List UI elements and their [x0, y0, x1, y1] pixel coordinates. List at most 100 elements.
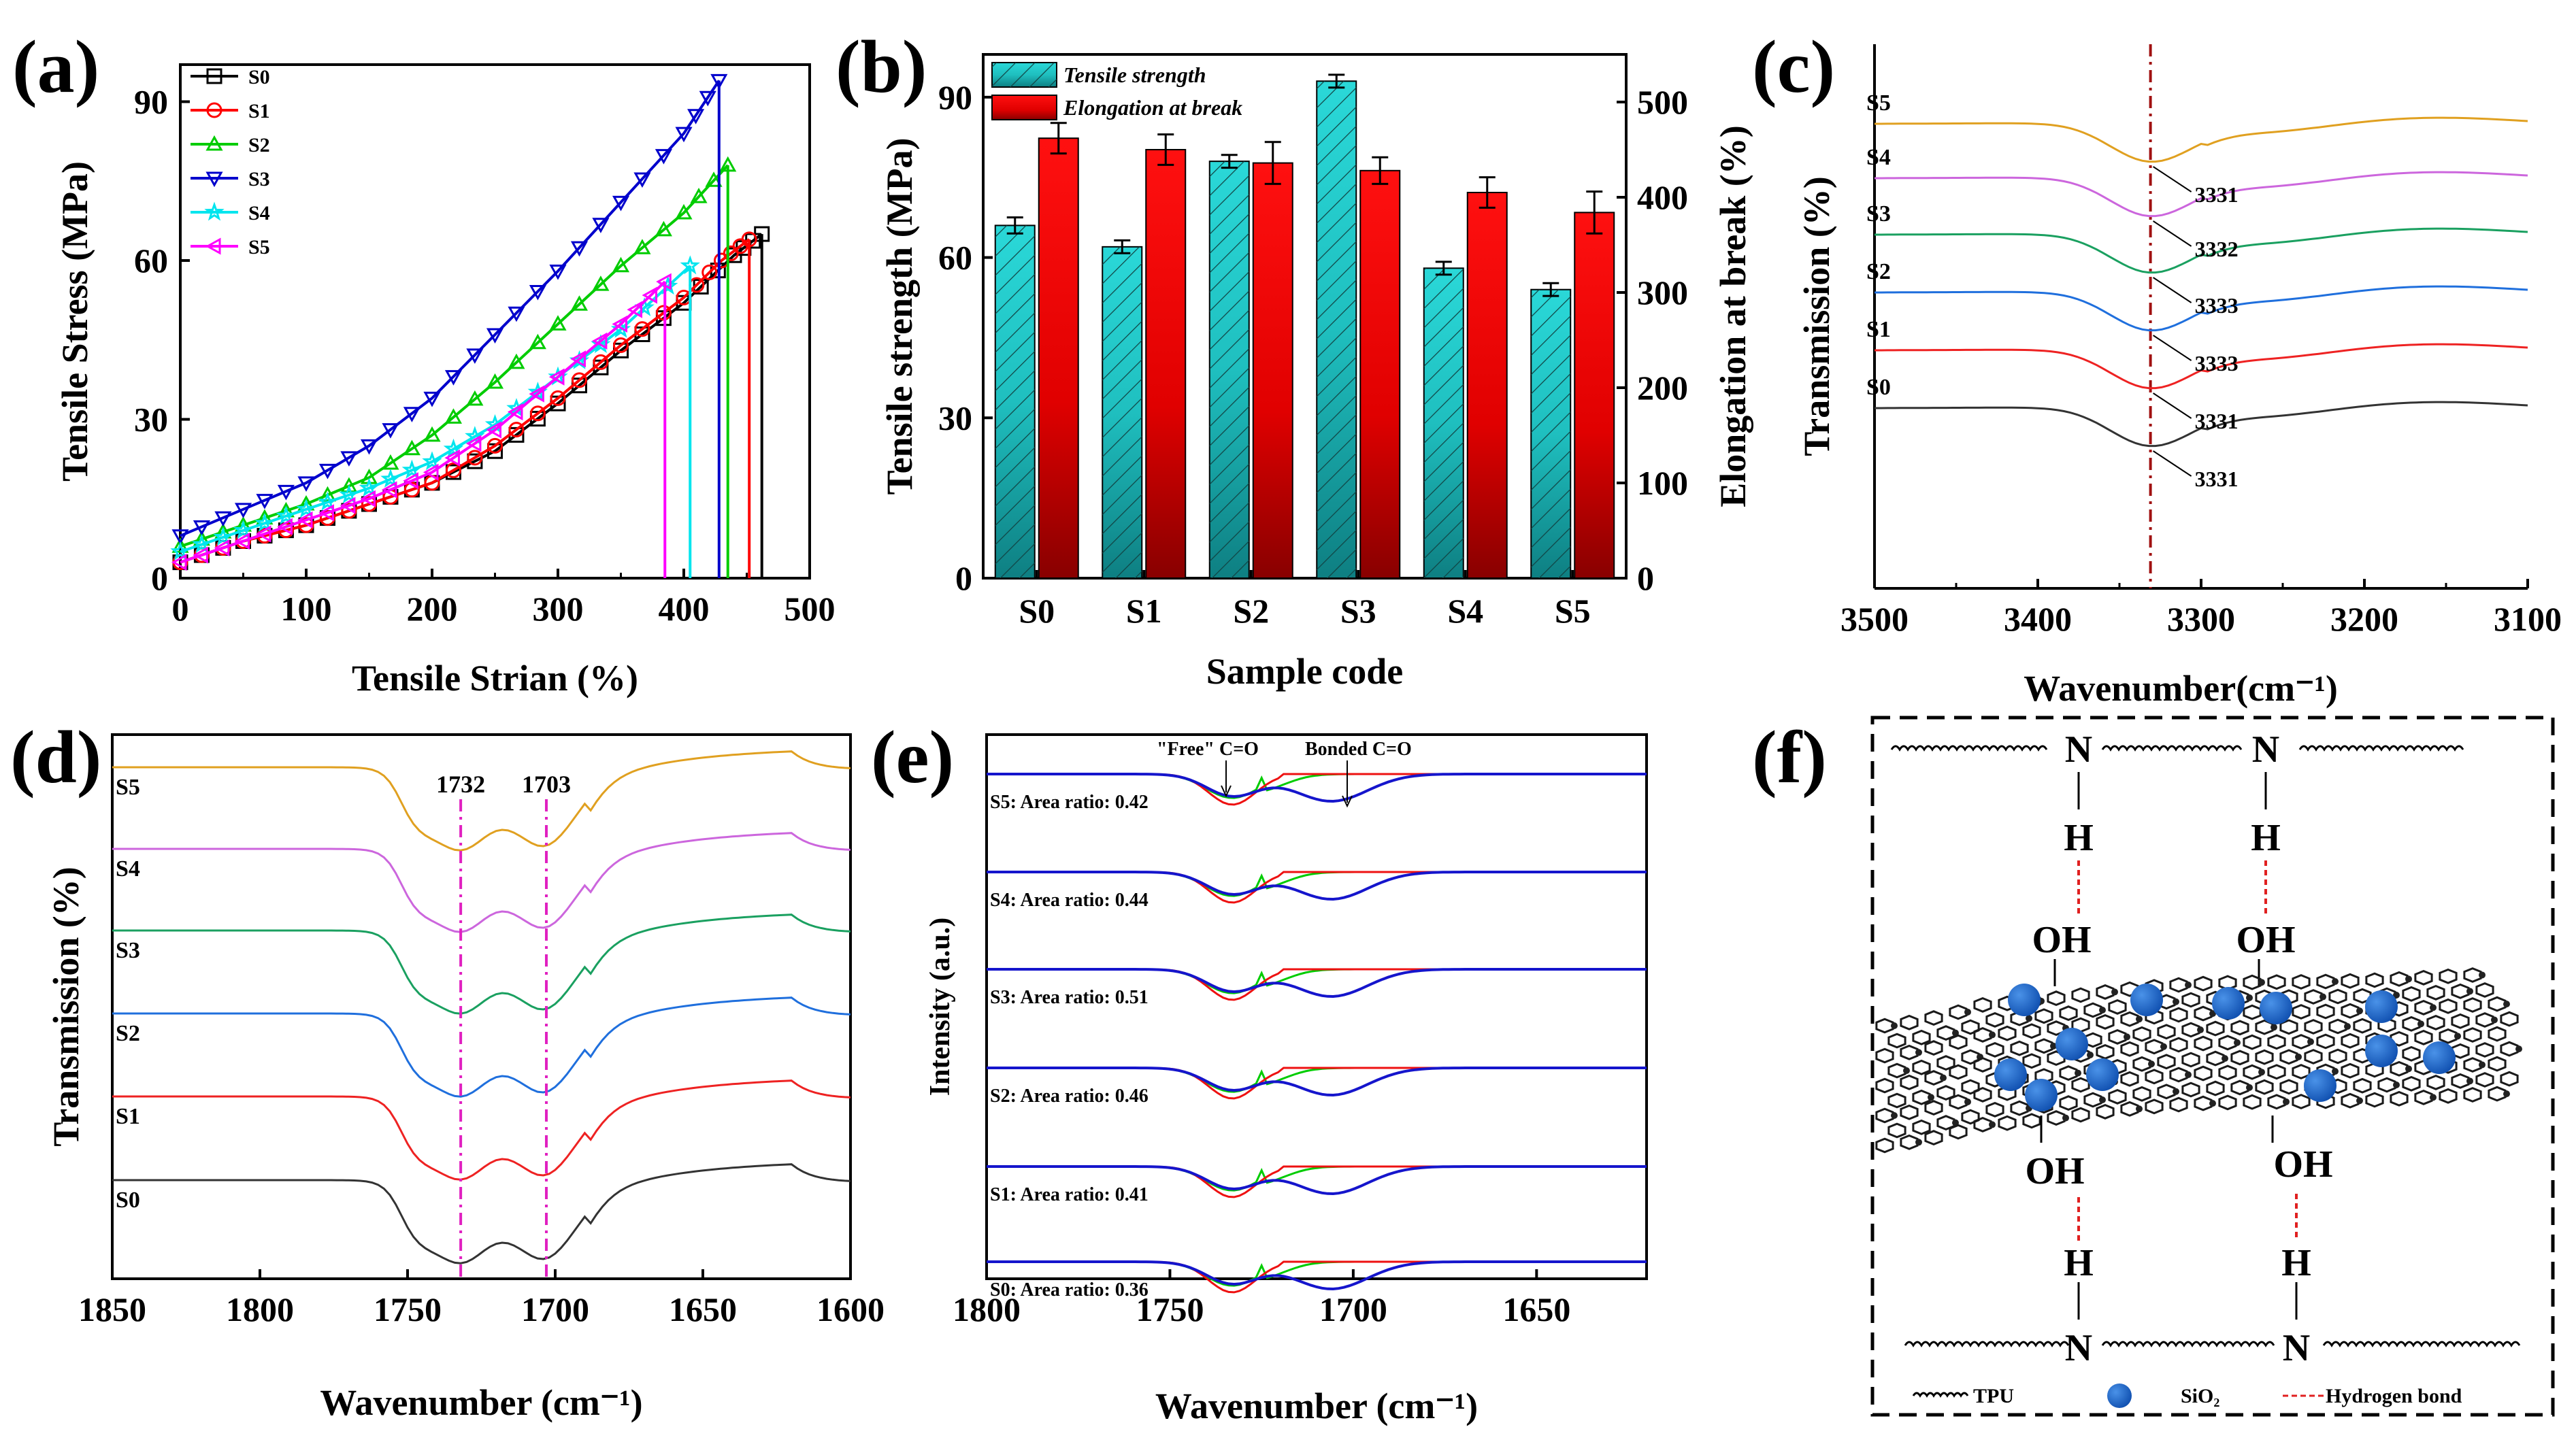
error-bar-Elongation at break [1479, 176, 1496, 209]
area-ratio-label: S5: Area ratio: 0.42 [990, 792, 1149, 813]
hexagon [2059, 1095, 2078, 1111]
legend-hbond: Hydrogen bond [2326, 1385, 2462, 1407]
peak-label-S1: 3331 [2195, 409, 2239, 433]
hexagon [2488, 996, 2507, 1012]
total-fit [987, 968, 1647, 999]
spectrum-S2 [112, 996, 851, 1098]
point-S2 [705, 171, 723, 187]
bar-hatch-S5 [1531, 289, 1571, 578]
series-label-S1: S1 [1866, 317, 1891, 342]
series-label-S2: S2 [116, 1021, 140, 1046]
point-S5 [403, 472, 418, 490]
legend-sio2: SiO₂ [2181, 1385, 2219, 1407]
hexagon [2047, 990, 2066, 1007]
hexagon [2292, 1004, 2311, 1020]
hexagon [2390, 971, 2409, 987]
hexagon [2120, 1011, 2139, 1027]
hexagon [1875, 1018, 1894, 1034]
hexagon [2120, 1041, 2139, 1057]
point-S3 [340, 451, 358, 467]
point-S3 [699, 90, 716, 107]
hexagon [2475, 1072, 2494, 1088]
sio2-particle [2423, 1041, 2456, 1074]
atom-c [2356, 1097, 2363, 1105]
area-ratio-label: S0: Area ratio: 0.36 [990, 1279, 1149, 1301]
hexagon [1912, 1089, 1931, 1105]
hexagon [1887, 1033, 1906, 1049]
point-S2 [508, 353, 525, 369]
point-S3 [318, 463, 336, 480]
point-S3 [214, 511, 232, 527]
hexagon [1985, 1041, 2004, 1058]
hexagon [2488, 1056, 2507, 1072]
atom-c [1989, 1121, 1996, 1128]
point-S5 [381, 481, 397, 499]
y-axis-label: Tensile strength (MPa) [879, 138, 920, 495]
hexagon [2316, 1003, 2335, 1020]
series-S5 [171, 273, 672, 578]
point-S4 [680, 255, 700, 275]
hexagon [2390, 1090, 2409, 1107]
point-S5 [465, 435, 482, 452]
diagram-frame [1870, 716, 2555, 1417]
atom-c [2405, 1065, 2412, 1073]
hexagon [2194, 1065, 2213, 1082]
hexagon [2402, 1075, 2421, 1092]
hexagon [2328, 1018, 2347, 1035]
legend-label-S1: S1 [248, 100, 270, 122]
atom-H-top-0: H [2064, 817, 2094, 859]
atom-c [2160, 1043, 2167, 1050]
hexagon [2243, 1034, 2262, 1050]
point-S5 [297, 511, 313, 529]
hexagon [1924, 1130, 1943, 1146]
series-line-S5 [180, 280, 666, 564]
hexagon [2181, 1022, 2200, 1038]
y2-tick-label: 100 [1637, 464, 1688, 502]
hexagon [2255, 1079, 2274, 1095]
hexagon [2132, 1056, 2151, 1072]
hexagon [2328, 988, 2347, 1005]
point-S5 [340, 497, 356, 514]
atom-c [1928, 1094, 1934, 1101]
hexagon [1912, 1059, 1931, 1075]
error-bar-Tensile strength [1114, 239, 1131, 254]
hexagon [1875, 1107, 1894, 1124]
hexagon [2059, 1005, 2078, 1022]
atom-c [1952, 1119, 1959, 1126]
point-S5 [656, 273, 672, 290]
point-S3 [193, 520, 210, 536]
legend-marker-S1 [206, 102, 222, 118]
series-label-S0: S0 [116, 1188, 140, 1213]
series-line-S4 [180, 265, 691, 553]
x-axis-label: Wavenumber (cm⁻¹) [320, 1382, 642, 1423]
point-S2 [549, 315, 567, 331]
panel-e: (e) 1800 1750 1700 1650 Wavenumber (cm⁻¹) Inte… [871, 716, 1648, 1426]
hexagon [1912, 1029, 1931, 1045]
hexagon [1985, 1101, 2004, 1118]
point-S2 [444, 408, 462, 424]
hexagon [2157, 1054, 2176, 1070]
hexagon [2206, 1050, 2225, 1067]
sample-1: S1: Area ratio: 0.41 [987, 1165, 1647, 1205]
atom-c [2062, 1114, 2069, 1122]
annotation-bonded: Bonded C=O [1305, 739, 1412, 760]
atom-c [2491, 1016, 2498, 1024]
panel-f: (f) N H N H OH OH OH OH H N H N TPU SiO₂ Hydrogen bond [1752, 716, 2555, 1417]
hexagon [2451, 1073, 2470, 1089]
y-tick-label: 30 [134, 400, 168, 438]
atom-c [2405, 975, 2412, 983]
bar-Elongation at break-S5 [1574, 212, 1615, 579]
atom-c [2246, 1084, 2253, 1091]
point-S3 [570, 241, 588, 257]
point-S1 [319, 510, 335, 526]
x-tick-label: S1 [1126, 592, 1162, 630]
atom-c [2185, 982, 2192, 989]
point-S5 [214, 539, 230, 557]
series-label-S5: S5 [116, 775, 140, 800]
hexagon [2047, 1110, 2066, 1126]
point-S3 [360, 439, 378, 455]
hexagon [1961, 1049, 1980, 1065]
x-tick-label: 1800 [226, 1290, 294, 1328]
atom-N-top-0: N [2065, 728, 2092, 771]
